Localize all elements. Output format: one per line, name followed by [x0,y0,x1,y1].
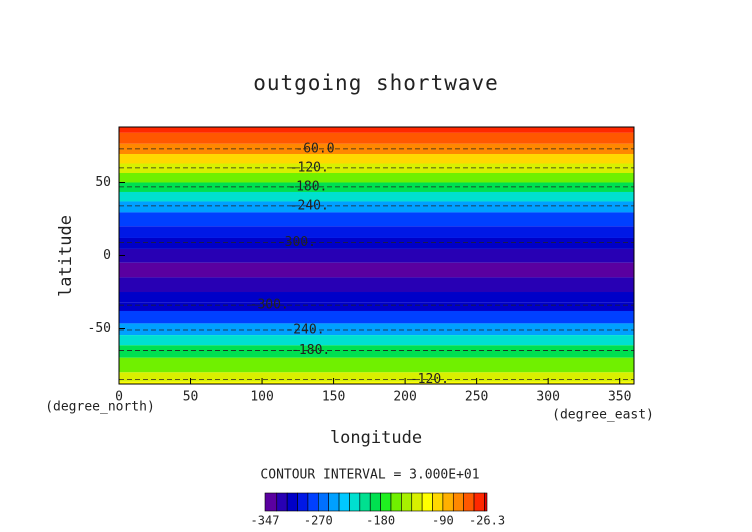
contour-band [119,191,634,202]
x-tick-label: 100 [250,390,273,405]
x-tick-label: 200 [393,390,416,405]
contour-band [119,248,634,263]
contour-label: -180. [288,179,327,194]
y-tick-label: 50 [95,175,111,190]
x-axis-label: longitude [330,428,422,448]
colorbar-box [338,492,350,512]
x-tick-label: 50 [183,390,199,405]
contour-label: -300. [250,298,289,313]
contour-band [119,212,634,227]
colorbar-box [264,492,278,512]
y-tick-label: -50 [88,321,111,336]
colorbar-box [286,492,298,512]
contour-band [119,310,634,324]
colorbar-tick-label: -26.3 [469,514,505,528]
colorbar-box [318,492,329,512]
contour-band [119,292,634,303]
contour-label: -60.0 [295,141,334,156]
contour-band [119,201,634,213]
colorbar-box [369,492,381,512]
contour-band [119,127,634,133]
colorbar-box [359,492,371,512]
colorbar-box [473,492,485,512]
y-tick-label: 0 [103,248,111,263]
x-tick-label: 350 [608,390,631,405]
colorbar-box [276,492,288,512]
contour-band [119,335,634,346]
contour-band [119,357,634,373]
colorbar-tick-label: -90 [432,514,454,528]
x-tick-label: 250 [465,390,488,405]
colorbar-box [411,492,423,512]
contour-interval: CONTOUR INTERVAL = 3.000E+01 [260,468,479,483]
colorbar-box [463,492,475,512]
colorbar-box [297,492,309,512]
contour-label: -300. [277,235,316,250]
colorbar-box [401,492,413,512]
colorbar-box [328,492,340,512]
x-tick-label: 300 [536,390,559,405]
colorbar-box [452,492,464,512]
contour-band [119,302,634,311]
contour-label: -120. [290,160,329,175]
contour-band [119,323,634,336]
contour-band [119,237,634,249]
contour-band [119,154,634,164]
contour-band [119,277,634,293]
x-unit: (degree_east) [552,408,654,423]
contour-label: -120. [410,372,449,387]
contour-band [119,172,634,183]
contour-band [119,226,634,238]
colorbar-box [432,492,444,512]
contour-label: -240. [290,198,329,213]
colorbar-box [390,492,402,512]
colorbar-box [484,492,488,512]
colorbar-box [442,492,454,512]
x-tick-label: 0 [115,390,123,405]
colorbar-box [421,492,433,512]
colorbar-box [349,492,361,512]
chart-title: outgoing shortwave [253,71,499,95]
contour-label: -240. [285,322,324,337]
contour-band [119,372,634,382]
y-unit: (degree_north) [45,400,155,415]
contour-band [119,132,634,144]
contour-band [119,262,634,278]
colorbar-tick-label: -270 [304,514,333,528]
x-tick-label: 150 [322,390,345,405]
contour-label: -180. [291,343,330,358]
y-axis-label: latitude [56,215,76,297]
contour-band [119,345,634,358]
colorbar-tick-label: -347 [251,514,280,528]
contour-band [119,381,634,384]
colorbar-box [380,492,392,512]
colorbar-box [307,492,319,512]
colorbar-tick-label: -180 [366,514,395,528]
